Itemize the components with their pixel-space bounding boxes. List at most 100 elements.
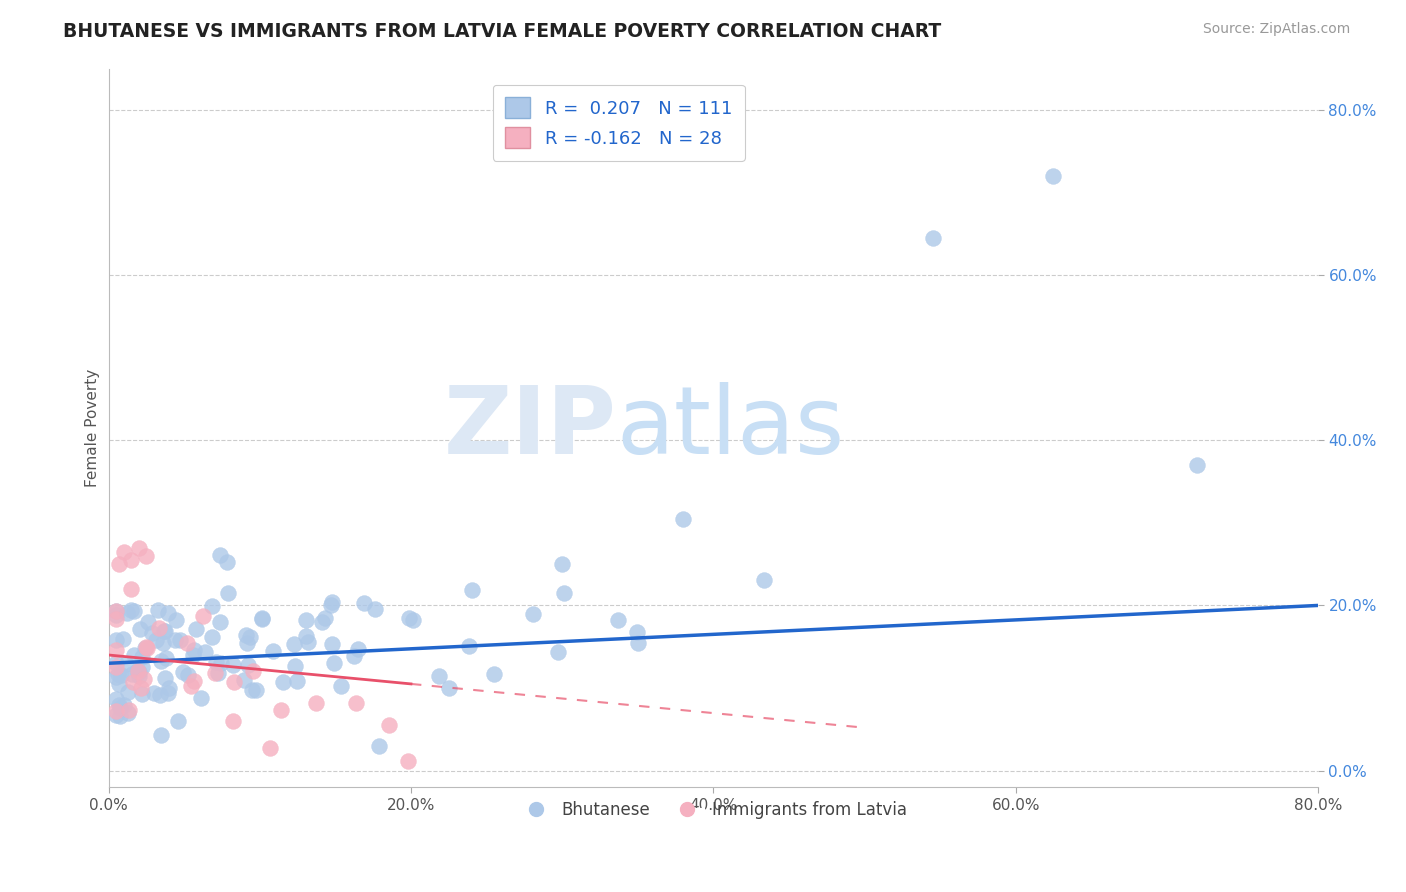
Point	[200, 630, 222, 644]
Point	[105, 708, 128, 723]
Point	[153, 624, 176, 639]
Point	[131, 660, 153, 674]
Point	[169, 633, 191, 648]
Point	[353, 596, 375, 610]
Point	[427, 669, 450, 683]
Point	[105, 604, 128, 618]
Point	[222, 674, 245, 689]
Point	[398, 611, 420, 625]
Point	[378, 718, 401, 732]
Point	[208, 615, 231, 630]
Point	[131, 650, 153, 665]
Point	[105, 656, 128, 670]
Point	[165, 632, 187, 647]
Text: atlas: atlas	[617, 382, 845, 474]
Point	[396, 754, 419, 768]
Point	[118, 703, 141, 717]
Point	[120, 582, 142, 597]
Point	[1042, 169, 1064, 183]
Point	[311, 615, 333, 629]
Point	[250, 611, 273, 625]
Point	[287, 673, 309, 688]
Point	[437, 681, 460, 696]
Point	[460, 582, 482, 597]
Point	[270, 702, 292, 716]
Point	[149, 688, 172, 702]
Point	[166, 714, 188, 729]
Point	[128, 669, 150, 683]
Point	[236, 657, 259, 672]
Point	[245, 683, 267, 698]
Point	[117, 685, 139, 699]
Point	[112, 698, 135, 712]
Point	[105, 604, 128, 618]
Text: Source: ZipAtlas.com: Source: ZipAtlas.com	[1202, 22, 1350, 37]
Point	[626, 624, 648, 639]
Point	[157, 686, 180, 700]
Point	[321, 636, 343, 650]
Legend: Bhutanese, Immigrants from Latvia: Bhutanese, Immigrants from Latvia	[513, 794, 914, 826]
Point	[149, 654, 172, 668]
Point	[233, 673, 256, 687]
Point	[128, 622, 150, 636]
Point	[402, 613, 425, 627]
Point	[148, 621, 170, 635]
Point	[127, 665, 149, 679]
Point	[262, 643, 284, 657]
Point	[165, 613, 187, 627]
Point	[204, 666, 226, 681]
Point	[107, 698, 129, 712]
Point	[194, 645, 217, 659]
Point	[222, 714, 245, 729]
Point	[142, 686, 165, 700]
Point	[367, 739, 389, 753]
Point	[209, 656, 232, 670]
Point	[122, 674, 145, 689]
Point	[117, 706, 139, 720]
Point	[344, 696, 367, 710]
Point	[283, 637, 305, 651]
Point	[135, 549, 157, 563]
Point	[145, 632, 167, 647]
Point	[105, 704, 128, 718]
Point	[153, 671, 176, 685]
Point	[105, 670, 128, 684]
Point	[107, 667, 129, 681]
Point	[217, 585, 239, 599]
Point	[295, 629, 318, 643]
Point	[235, 636, 257, 650]
Point	[141, 626, 163, 640]
Point	[553, 586, 575, 600]
Point	[183, 643, 205, 657]
Point	[125, 664, 148, 678]
Point	[105, 632, 128, 647]
Point	[215, 555, 238, 569]
Point	[321, 595, 343, 609]
Point	[186, 623, 208, 637]
Point	[347, 641, 370, 656]
Point	[522, 607, 544, 621]
Point	[155, 651, 177, 665]
Point	[134, 672, 156, 686]
Point	[120, 553, 142, 567]
Point	[177, 668, 200, 682]
Point	[134, 641, 156, 656]
Point	[284, 658, 307, 673]
Point	[190, 690, 212, 705]
Point	[129, 681, 152, 695]
Point	[921, 231, 943, 245]
Point	[314, 611, 336, 625]
Point	[482, 667, 505, 681]
Text: ZIP: ZIP	[444, 382, 617, 474]
Point	[128, 665, 150, 680]
Point	[205, 655, 228, 669]
Text: BHUTANESE VS IMMIGRANTS FROM LATVIA FEMALE POVERTY CORRELATION CHART: BHUTANESE VS IMMIGRANTS FROM LATVIA FEMA…	[63, 22, 942, 41]
Point	[181, 648, 204, 662]
Point	[176, 636, 198, 650]
Point	[105, 660, 128, 674]
Point	[242, 664, 264, 678]
Point	[259, 741, 281, 756]
Point	[547, 645, 569, 659]
Point	[107, 677, 129, 691]
Point	[149, 728, 172, 742]
